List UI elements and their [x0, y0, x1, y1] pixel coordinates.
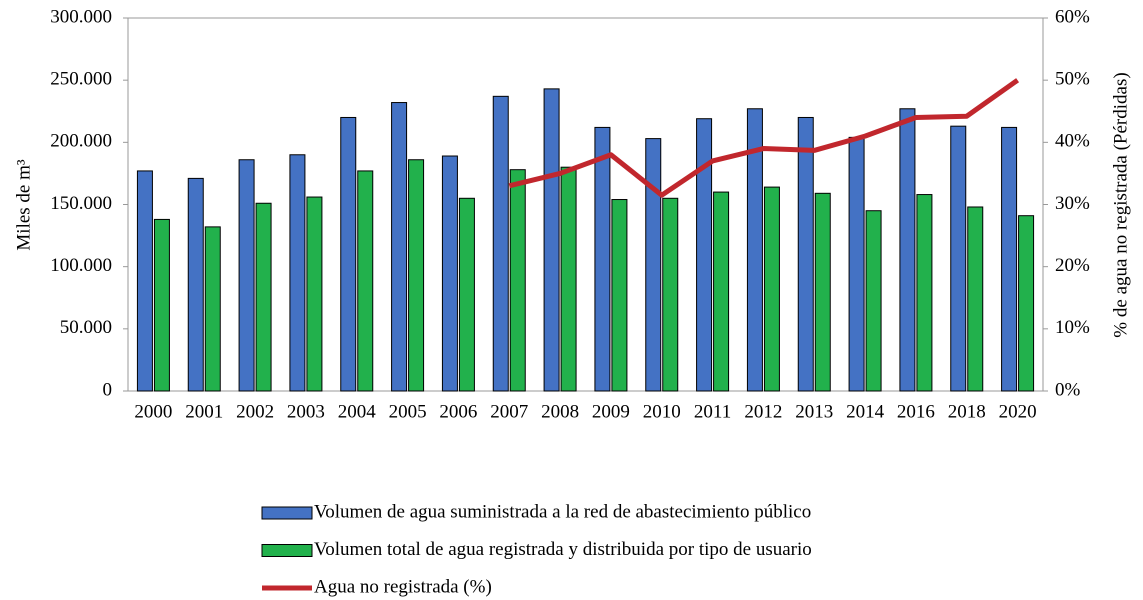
bar: [950, 125, 967, 392]
bar: [814, 192, 831, 392]
bar: [408, 159, 425, 392]
x-tick-label: 2007: [490, 401, 528, 422]
bar: [662, 197, 679, 392]
x-tick-label: 2016: [897, 401, 935, 422]
bar: [492, 95, 509, 392]
x-tick-label: 2003: [287, 401, 325, 422]
bar: [713, 191, 730, 392]
bar: [458, 197, 475, 392]
bar: [916, 194, 933, 392]
bar: [1001, 126, 1018, 392]
x-tick-label: 2008: [541, 401, 579, 422]
y-tick-label: 0: [103, 379, 113, 400]
y-tick-label: 150.000: [50, 193, 112, 214]
legend-label: Agua no registrada (%): [314, 576, 492, 597]
y2-tick-label: 50%: [1055, 69, 1090, 90]
bar: [696, 118, 713, 392]
bar: [763, 186, 780, 392]
x-tick-label: 2001: [185, 401, 223, 422]
line: [508, 78, 1020, 198]
bar: [136, 170, 153, 392]
bar: [357, 170, 374, 392]
y2-tick-label: 60%: [1055, 6, 1090, 27]
x-tick-label: 2018: [948, 401, 986, 422]
bar: [289, 154, 306, 392]
y-tick-label: 250.000: [50, 69, 112, 90]
y2-tick-label: 10%: [1055, 317, 1090, 338]
bar: [238, 159, 255, 392]
x-tick-label: 2009: [592, 401, 630, 422]
bar: [594, 126, 611, 392]
bar: [865, 210, 882, 392]
y-tick-label: 50.000: [60, 317, 112, 338]
x-tick-label: 2004: [338, 401, 377, 422]
bar: [967, 206, 984, 392]
bar: [899, 108, 916, 392]
legend-swatch: [261, 506, 313, 520]
bar: [1018, 215, 1035, 392]
y2-tick-label: 30%: [1055, 193, 1090, 214]
bar: [204, 226, 221, 392]
x-tick-label: 2014: [846, 401, 885, 422]
x-tick-label: 2005: [389, 401, 427, 422]
bar: [560, 166, 577, 392]
bar: [746, 108, 763, 392]
x-tick-label: 2011: [694, 401, 731, 422]
y-tick-label: 100.000: [50, 255, 112, 276]
y-tick-label: 200.000: [50, 131, 112, 152]
y2-axis-label: % de agua no registrada (Pérdidas): [1110, 72, 1131, 337]
bar: [187, 177, 204, 392]
legend-swatch: [261, 544, 313, 557]
bar: [645, 138, 662, 392]
legend-label: Volumen total de agua registrada y distr…: [314, 539, 812, 560]
x-tick-label: 2013: [795, 401, 833, 422]
y2-tick-label: 0%: [1055, 379, 1081, 400]
bar: [543, 88, 560, 392]
bar: [797, 116, 814, 392]
y-axis-label: Miles de m³: [13, 159, 34, 250]
bar: [255, 202, 272, 392]
bar: [153, 218, 170, 392]
bar: [391, 102, 408, 392]
x-tick-label: 2000: [134, 401, 172, 422]
bar: [848, 136, 865, 392]
x-tick-label: 2012: [744, 401, 782, 422]
x-tick-label: 2006: [439, 401, 477, 422]
y2-tick-label: 40%: [1055, 131, 1090, 152]
x-tick-label: 2002: [236, 401, 274, 422]
bar: [340, 116, 357, 392]
y2-tick-label: 20%: [1055, 255, 1090, 276]
x-tick-label: 2010: [643, 401, 681, 422]
bar: [306, 196, 323, 392]
bar: [509, 169, 526, 392]
bar: [441, 155, 458, 392]
bar: [611, 199, 628, 392]
legend-label: Volumen de agua suministrada a la red de…: [314, 501, 811, 522]
y-tick-label: 300.000: [50, 6, 112, 27]
x-tick-label: 2020: [999, 401, 1037, 422]
